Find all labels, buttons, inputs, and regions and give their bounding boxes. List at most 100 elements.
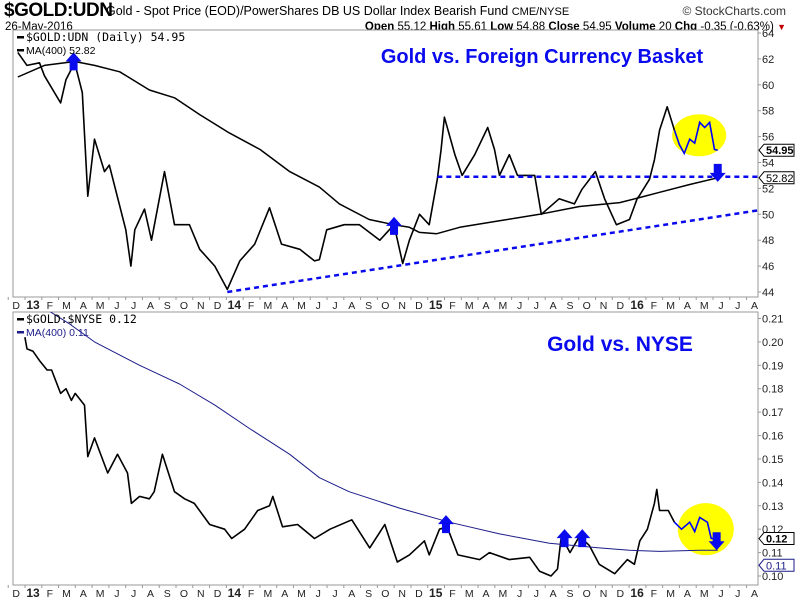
x-tick-label: N: [197, 300, 205, 312]
x-tick-label: S: [566, 588, 573, 600]
arrow-up-icon: [708, 532, 725, 551]
x-tick-label: N: [197, 588, 205, 600]
y-tick-label: 0.21: [762, 314, 783, 326]
tag-box: [758, 171, 795, 185]
x-tick-label: J: [718, 300, 723, 312]
brand-logo[interactable]: © StockCharts.com: [682, 4, 786, 18]
ma400-line: [17, 60, 718, 235]
panel-1: 44 46 48 50 52 54 56 58 60 62 64 Gold vs. Foreign C…: [7, 28, 795, 312]
price-line: [24, 337, 676, 577]
x-tick-label: A: [80, 588, 87, 600]
x-tick-label: S: [365, 588, 372, 600]
x-tick-label: D: [214, 588, 222, 600]
x-tick-label: M: [62, 300, 71, 312]
last-value-tag: 52.82: [758, 171, 795, 185]
last-value-tag: 0.12: [758, 532, 795, 546]
x-tick-label: O: [381, 300, 389, 312]
x-tick-label: N: [398, 300, 406, 312]
x-tick-label: S: [566, 300, 573, 312]
price-line-highlighted: [673, 120, 718, 156]
x-tick-label: M: [297, 588, 306, 600]
x-tick-label: A: [684, 300, 691, 312]
x-tick-label: 13: [26, 298, 40, 312]
x-tick-label: D: [415, 300, 423, 312]
x-tick-label: J: [718, 588, 723, 600]
x-tick-label: N: [600, 300, 608, 312]
ma400-line: [49, 312, 718, 552]
y-tick-label: 54: [762, 158, 774, 170]
plot-content: [17, 51, 758, 294]
x-tick-label: 15: [429, 298, 443, 312]
x-tick-label: J: [114, 300, 119, 312]
legend-label: $GOLD:$NYSE 0.12: [26, 312, 137, 326]
x-tick-label: J: [131, 588, 136, 600]
x-tick-label: J: [131, 300, 136, 312]
x-tick-label: M: [264, 588, 273, 600]
last-value-tag: 0.11: [758, 558, 795, 572]
x-tick-label: J: [316, 588, 321, 600]
y-tick-label: 64: [762, 28, 774, 40]
arrow-down-icon: [556, 529, 573, 548]
y-tick-label: 0.11: [762, 548, 783, 560]
legend-swatch: [17, 49, 24, 52]
x-tick-label: N: [398, 588, 406, 600]
chart-title: Gold vs. Foreign Currency Basket: [381, 46, 704, 68]
panel-2: 0.100.110.120.130.140.150.160.170.180.19…: [7, 311, 795, 600]
arrow-down-icon: [438, 515, 455, 534]
x-tick-label: M: [498, 588, 507, 600]
x-tick-label: N: [600, 588, 608, 600]
tag-box: [758, 143, 795, 157]
x-tick-label: O: [583, 588, 591, 600]
y-tick-label: 50: [762, 209, 774, 221]
tag-box: [758, 558, 795, 572]
tag-value: 54.95: [766, 145, 794, 157]
x-tick-label: D: [214, 300, 222, 312]
x-tick-label: J: [517, 300, 522, 312]
legend-label: MA(400) 0.11: [26, 327, 89, 339]
x-tick-label: M: [700, 300, 709, 312]
x-tick-label: D: [415, 588, 423, 600]
x-tick-label: S: [164, 588, 171, 600]
x-tick-label: O: [381, 588, 389, 600]
x-tick-label: O: [180, 588, 188, 600]
x-tick-label: A: [751, 300, 758, 312]
x-tick-label: S: [164, 300, 171, 312]
x-tick-label: M: [465, 588, 474, 600]
tag-value: 52.82: [766, 173, 794, 185]
x-tick-label: F: [449, 300, 455, 312]
y-tick-label: 0.19: [762, 360, 783, 372]
highlight-circle: [672, 114, 727, 157]
x-tick-label: J: [517, 588, 522, 600]
x-tick-label: M: [297, 300, 306, 312]
symbol-title: $GOLD:UDN: [4, 0, 113, 21]
plot-area: [12, 29, 759, 298]
x-tick-label: J: [316, 300, 321, 312]
x-tick-label: M: [498, 300, 507, 312]
y-tick-label: 0.20: [762, 337, 783, 349]
x-tick-label: J: [534, 300, 539, 312]
price-line-highlighted: [673, 516, 718, 540]
y-tick-label: 46: [762, 261, 774, 273]
last-value-tag: 54.95: [758, 143, 795, 157]
y-tick-label: 56: [762, 132, 774, 144]
tag-value: 0.11: [766, 560, 787, 572]
x-tick-label: M: [465, 300, 474, 312]
x-tick-label: A: [281, 588, 288, 600]
x-tick-label: 13: [26, 586, 40, 600]
x-tick-label: 15: [429, 586, 443, 600]
x-tick-label: O: [180, 300, 188, 312]
x-tick-label: M: [96, 588, 105, 600]
x-tick-label: J: [735, 300, 740, 312]
plot-area: [12, 311, 759, 586]
tag-box: [758, 532, 795, 546]
y-tick-label: 60: [762, 80, 774, 92]
price-line: [17, 51, 676, 291]
x-tick-label: M: [264, 300, 273, 312]
arrow-down-icon: [574, 529, 591, 548]
x-tick-label: J: [735, 588, 740, 600]
x-tick-label: A: [281, 300, 288, 312]
description-text: Gold - Spot Price (EOD)/PowerShares DB U…: [106, 4, 509, 18]
y-tick-label: 0.17: [762, 407, 783, 419]
legend-label: $GOLD:UDN (Daily) 54.95: [26, 30, 185, 44]
x-tick-label: A: [684, 588, 691, 600]
